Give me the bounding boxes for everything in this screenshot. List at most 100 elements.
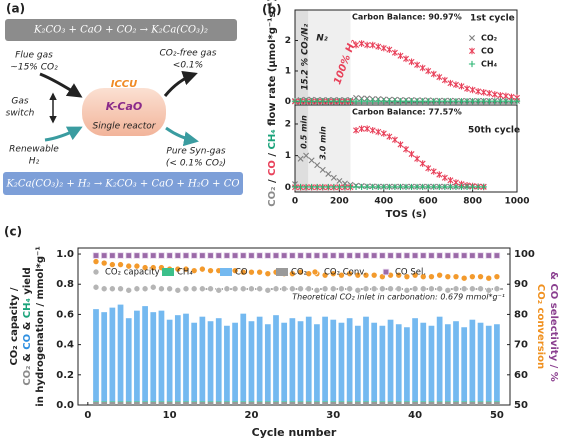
- bar: [224, 401, 230, 402]
- data-point: [291, 98, 299, 105]
- y-tick-label: 0.6: [56, 309, 74, 320]
- bar: [354, 401, 361, 402]
- panel-a: (a) K₂CO₃ + CaO + CO₂ → K₂Ca(CO₃)₂ Flue …: [3, 2, 243, 195]
- data-point: [502, 98, 509, 105]
- data-point: [475, 98, 482, 105]
- data-point: [174, 265, 182, 273]
- data-point: [239, 268, 247, 276]
- data-point: [441, 76, 448, 84]
- data-point: [303, 183, 310, 191]
- data-point: [190, 252, 198, 259]
- data-point: [329, 270, 337, 277]
- bar: [436, 401, 443, 402]
- data-point: [380, 98, 387, 105]
- data-point: [395, 285, 403, 293]
- bar: [215, 401, 222, 405]
- annotation: 50th cycle: [468, 126, 520, 136]
- bar: [387, 401, 394, 405]
- bar: [363, 316, 369, 402]
- bar: [338, 322, 345, 402]
- data-point: [403, 145, 409, 153]
- data-point: [414, 61, 421, 69]
- axis-label-part: flow rate (µmol*g⁻¹s⁻¹): [267, 0, 278, 129]
- legend-label: CO Sel.: [395, 268, 426, 278]
- data-point: [430, 98, 437, 105]
- annotation: 15.2 % CO₂/N₂: [301, 23, 311, 90]
- bar: [158, 310, 165, 402]
- bar: [297, 401, 304, 405]
- data-point: [403, 252, 411, 259]
- bar: [166, 401, 173, 402]
- data-point: [231, 285, 239, 293]
- bar: [150, 312, 157, 402]
- data-point: [469, 273, 476, 280]
- equation-box: [3, 172, 243, 195]
- data-point: [358, 183, 365, 191]
- bar: [322, 316, 328, 402]
- data-point: [325, 170, 332, 177]
- bar: [256, 316, 263, 402]
- panel-label: (c): [4, 225, 22, 239]
- legend-marker: [382, 268, 390, 276]
- data-point: [353, 41, 360, 49]
- data-point: [248, 252, 255, 259]
- bar: [305, 401, 312, 402]
- data-point: [447, 98, 454, 105]
- data-point: [493, 285, 501, 293]
- bar: [256, 401, 263, 405]
- data-point: [379, 252, 386, 259]
- data-point: [444, 273, 452, 280]
- axis-label-part: CH₄: [22, 298, 33, 318]
- bar: [379, 401, 386, 405]
- y2-tick-label: 90: [514, 279, 528, 290]
- data-point: [414, 183, 421, 191]
- y-tick-label: 0.4: [56, 340, 74, 351]
- data-point: [305, 252, 312, 259]
- panel-label: (b): [262, 3, 282, 17]
- annotation: Carbon Balance: 90.97%: [352, 13, 462, 22]
- data-point: [370, 252, 378, 259]
- bar: [387, 401, 394, 402]
- data-point: [92, 252, 100, 259]
- data-point: [231, 252, 239, 259]
- bar: [395, 401, 402, 405]
- arrow: [39, 72, 83, 98]
- bar: [395, 324, 402, 402]
- data-point: [380, 130, 387, 137]
- bar: [305, 401, 312, 405]
- annotation: 3.0 min: [319, 126, 328, 160]
- data-point: [391, 49, 398, 56]
- bar: [469, 401, 476, 402]
- data-point: [452, 252, 460, 259]
- data-point: [430, 168, 437, 175]
- bar: [322, 401, 328, 405]
- bar: [158, 401, 165, 405]
- data-point: [141, 264, 149, 271]
- data-point: [375, 43, 382, 50]
- bar: [101, 401, 108, 405]
- bar: [199, 316, 206, 402]
- data-point: [460, 274, 468, 282]
- data-point: [313, 286, 321, 294]
- data-point: [469, 98, 476, 105]
- data-point: [330, 183, 337, 191]
- data-point: [428, 252, 435, 259]
- data-point: [336, 98, 343, 105]
- axis-label-part: CH₄: [267, 129, 278, 149]
- y-tick-label: 0.2: [56, 370, 74, 381]
- data-point: [141, 285, 149, 293]
- bar: [183, 313, 189, 402]
- data-point: [419, 273, 427, 280]
- data-point: [297, 98, 304, 105]
- data-point: [190, 285, 198, 293]
- data-point: [117, 252, 124, 259]
- equation: K₂Ca(CO₃)₂ + H₂ → K₂CO₃ + CaO + H₂O + CO: [5, 179, 239, 190]
- data-point: [408, 98, 415, 105]
- bar: [207, 321, 214, 402]
- bar: [240, 401, 247, 405]
- bar: [371, 401, 378, 402]
- data-point: [256, 285, 263, 293]
- bar: [232, 322, 238, 402]
- x-tick-label: 200: [330, 197, 349, 207]
- equation: K₂CO₃ + CaO + CO₂ → K₂Ca(CO₃)₂: [33, 25, 208, 36]
